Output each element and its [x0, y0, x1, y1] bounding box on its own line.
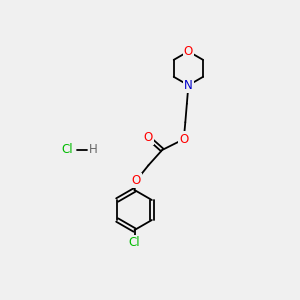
Text: O: O [131, 174, 141, 187]
Text: O: O [144, 131, 153, 144]
Text: Cl: Cl [129, 236, 140, 249]
Text: N: N [184, 79, 193, 92]
Text: O: O [184, 45, 193, 58]
Text: H: H [89, 143, 98, 157]
Text: Cl: Cl [62, 143, 73, 157]
Text: O: O [179, 133, 188, 146]
